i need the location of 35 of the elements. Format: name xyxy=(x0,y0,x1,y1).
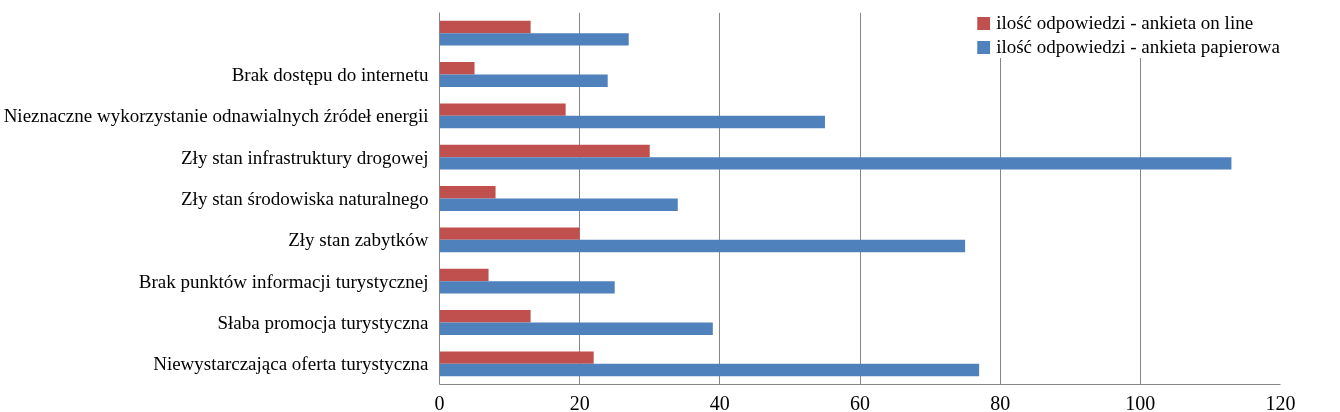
x-tick-label: 0 xyxy=(434,391,445,412)
bar xyxy=(439,227,580,240)
bar xyxy=(439,351,594,364)
bar xyxy=(439,157,1232,170)
bar xyxy=(439,62,475,75)
bar xyxy=(439,33,629,46)
legend-label: ilość odpowiedzi - ankieta on line xyxy=(996,12,1254,34)
legend-label: ilość odpowiedzi - ankieta papierowa xyxy=(996,36,1280,58)
bar xyxy=(439,268,489,282)
bar xyxy=(439,363,980,377)
x-tick-label: 40 xyxy=(709,391,730,412)
y-tick-label: Zły stan infrastruktury drogowej xyxy=(181,146,429,168)
bar xyxy=(439,186,496,199)
y-tick-label: Brak punktów informacji turystycznej xyxy=(138,270,429,292)
bar xyxy=(439,103,566,116)
x-tick-label: 120 xyxy=(1265,391,1296,412)
bar xyxy=(439,322,713,335)
bar xyxy=(439,74,608,87)
x-tick-label: 100 xyxy=(1125,391,1156,412)
y-tick-label: Nieznaczne wykorzystanie odnawialnych źródeł energii xyxy=(3,105,429,127)
bar xyxy=(439,198,678,211)
bar xyxy=(439,310,531,323)
bar xyxy=(439,239,966,253)
y-tick-label: Brak dostępu do internetu xyxy=(231,64,429,85)
bar xyxy=(439,115,825,129)
x-tick-label: 60 xyxy=(850,391,870,412)
bar xyxy=(439,20,531,34)
y-tick-label: Zły stan środowiska naturalnego xyxy=(181,188,429,209)
y-tick-label: Słaba promocja turystyczna xyxy=(217,312,430,333)
bar xyxy=(439,281,615,294)
bar xyxy=(439,144,650,158)
y-tick-label: Niewystarczająca oferta turystyczna xyxy=(153,353,430,375)
x-tick-label: 80 xyxy=(990,391,1011,412)
x-tick-label: 20 xyxy=(569,391,590,412)
y-tick-label: Zły stan zabytków xyxy=(288,229,429,251)
